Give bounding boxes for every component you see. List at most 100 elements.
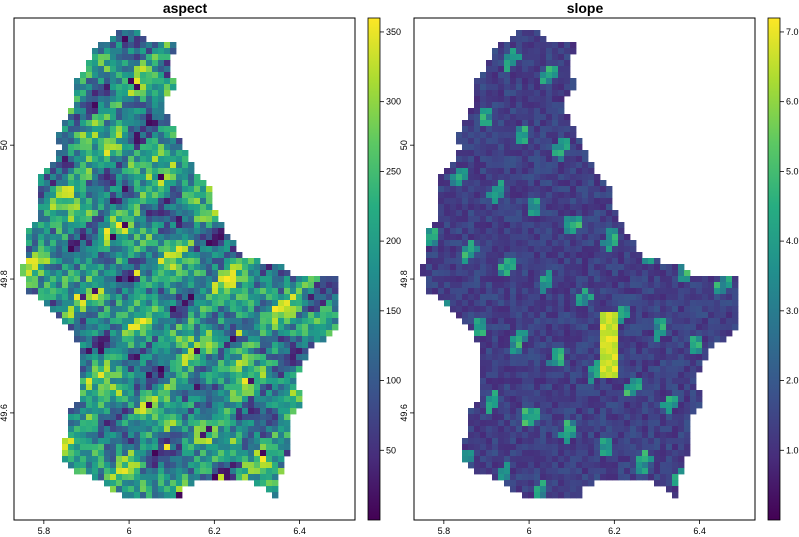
raster-cell <box>44 234 51 241</box>
raster-cell <box>116 126 123 133</box>
raster-cell <box>134 174 141 181</box>
raster-cell <box>44 174 51 181</box>
raster-cell <box>450 288 457 295</box>
raster-cell <box>552 486 559 493</box>
raster-cell <box>522 318 529 325</box>
raster-cell <box>510 426 517 433</box>
raster-cell <box>516 372 523 379</box>
raster-cell <box>38 174 45 181</box>
raster-cell <box>230 336 237 343</box>
raster-cell <box>272 438 279 445</box>
raster-cell <box>56 282 63 289</box>
raster-cell <box>308 300 315 307</box>
raster-cell <box>236 324 243 331</box>
raster-cell <box>98 408 105 415</box>
raster-cell <box>218 222 225 229</box>
raster-cell <box>528 468 535 475</box>
raster-cell <box>498 426 505 433</box>
raster-cell <box>332 300 339 307</box>
raster-cell <box>308 288 315 295</box>
raster-cell <box>206 210 213 217</box>
raster-cell <box>122 156 129 163</box>
raster-cell <box>92 402 99 409</box>
raster-cell <box>612 474 619 481</box>
raster-cell <box>498 48 505 55</box>
raster-cell <box>200 258 207 265</box>
raster-cell <box>642 366 649 373</box>
raster-cell <box>504 456 511 463</box>
raster-cell <box>116 138 123 145</box>
raster-cell <box>134 492 141 499</box>
raster-cell <box>438 228 445 235</box>
raster-cell <box>236 366 243 373</box>
raster-cell <box>74 468 81 475</box>
raster-cell <box>636 426 643 433</box>
raster-cell <box>576 252 583 259</box>
raster-cell <box>152 456 159 463</box>
raster-cell <box>576 180 583 187</box>
raster-cell <box>444 246 451 253</box>
raster-cell <box>332 282 339 289</box>
raster-cell <box>618 444 625 451</box>
raster-cell <box>486 216 493 223</box>
raster-cell <box>504 462 511 469</box>
raster-cell <box>672 336 679 343</box>
raster-cell <box>188 402 195 409</box>
raster-cell <box>510 222 517 229</box>
raster-cell <box>564 138 571 145</box>
raster-cell <box>110 192 117 199</box>
raster-cell <box>570 192 577 199</box>
raster-cell <box>672 396 679 403</box>
raster-cell <box>194 444 201 451</box>
raster-cell <box>104 318 111 325</box>
raster-cell <box>146 120 153 127</box>
raster-cell <box>272 312 279 319</box>
raster-cell <box>600 372 607 379</box>
raster-cell <box>80 420 87 427</box>
raster-cell <box>486 192 493 199</box>
raster-cell <box>68 138 75 145</box>
raster-cell <box>564 486 571 493</box>
raster-cell <box>266 360 273 367</box>
raster-cell <box>122 300 129 307</box>
raster-cell <box>540 60 547 67</box>
raster-cell <box>486 276 493 283</box>
raster-cell <box>522 486 529 493</box>
raster-cell <box>122 30 129 37</box>
raster-cell <box>74 444 81 451</box>
raster-cell <box>98 192 105 199</box>
raster-cell <box>146 372 153 379</box>
raster-cell <box>146 318 153 325</box>
raster-cell <box>188 390 195 397</box>
raster-cell <box>122 96 129 103</box>
raster-cell <box>504 312 511 319</box>
raster-cell <box>516 438 523 445</box>
raster-cell <box>636 348 643 355</box>
raster-cell <box>540 300 547 307</box>
raster-cell <box>152 432 159 439</box>
raster-cell <box>624 342 631 349</box>
raster-cell <box>468 426 475 433</box>
raster-cell <box>92 198 99 205</box>
y-tick-label: 49.6 <box>399 404 409 422</box>
raster-cell <box>194 294 201 301</box>
raster-cell <box>140 48 147 55</box>
raster-cell <box>98 366 105 373</box>
raster-cell <box>456 228 463 235</box>
raster-cell <box>284 324 291 331</box>
raster-cell <box>194 288 201 295</box>
raster-cell <box>690 372 697 379</box>
raster-cell <box>558 258 565 265</box>
raster-cell <box>224 294 231 301</box>
raster-cell <box>474 246 481 253</box>
raster-cell <box>672 426 679 433</box>
raster-cell <box>576 186 583 193</box>
raster-cell <box>98 180 105 187</box>
raster-cell <box>516 348 523 355</box>
raster-cell <box>630 276 637 283</box>
raster-cell <box>266 348 273 355</box>
raster-cell <box>242 324 249 331</box>
raster-cell <box>224 462 231 469</box>
raster-cell <box>516 318 523 325</box>
raster-cell <box>522 372 529 379</box>
